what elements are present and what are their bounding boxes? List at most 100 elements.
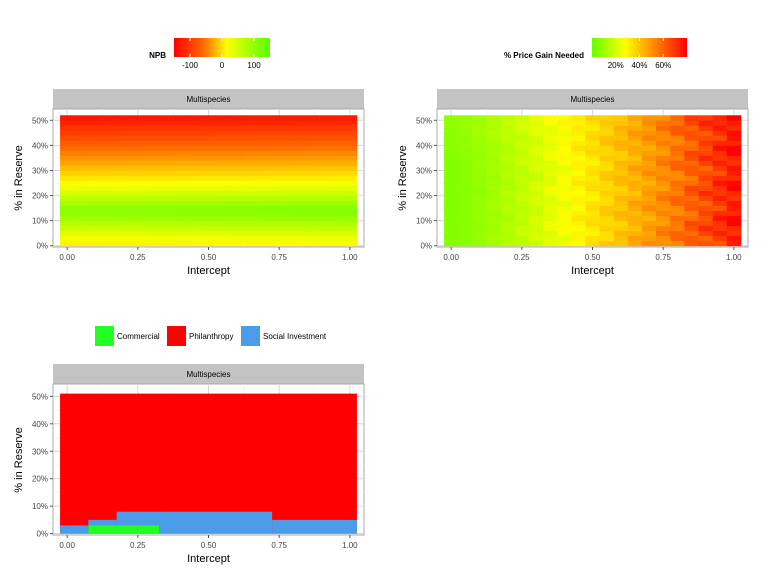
- heatmap-cell: [543, 215, 558, 222]
- heatmap-cell: [342, 145, 358, 151]
- y-tick-label: 50%: [32, 392, 48, 401]
- heatmap-cell: [229, 175, 245, 181]
- heatmap-cell: [641, 135, 657, 141]
- heatmap-cell: [599, 235, 615, 242]
- heatmap-cell: [670, 225, 685, 232]
- heatmap-cell: [571, 235, 586, 242]
- heatmap-cell: [486, 120, 502, 126]
- heatmap-cell: [528, 185, 544, 191]
- heatmap-cell: [557, 195, 572, 201]
- heatmap-cell: [102, 170, 118, 176]
- heatmap-cell: [656, 155, 671, 161]
- y-tick-label: 20%: [32, 192, 48, 201]
- heatmap-cell: [328, 225, 344, 232]
- heatmap-cell: [514, 160, 530, 166]
- heatmap-cell: [698, 170, 714, 176]
- heatmap-cell: [173, 190, 188, 196]
- heatmap-cell: [229, 165, 245, 171]
- heatmap-cell: [116, 170, 132, 176]
- heatmap-cell: [726, 115, 742, 121]
- heatmap-cell: [641, 165, 657, 171]
- heatmap-cell: [286, 205, 301, 212]
- heatmap-cell: [286, 180, 301, 186]
- heatmap-cell: [144, 145, 160, 151]
- heatmap-cell: [102, 150, 118, 156]
- heatmap-cell: [102, 120, 118, 126]
- heatmap-cell: [599, 170, 615, 176]
- heatmap-cell: [88, 240, 103, 247]
- heatmap-cell: [599, 115, 615, 121]
- heatmap-cell: [272, 195, 287, 201]
- heatmap-cell: [314, 140, 330, 146]
- heatmap-cell: [444, 155, 459, 161]
- heatmap-cell: [102, 165, 118, 171]
- heatmap-cell: [557, 175, 572, 181]
- heatmap-cell: [712, 240, 728, 247]
- heatmap-cell: [201, 195, 216, 201]
- heatmap-cell: [472, 220, 487, 227]
- heatmap-cell: [585, 220, 600, 227]
- heatmap-cell: [314, 185, 330, 191]
- heatmap-cell: [229, 200, 245, 206]
- heatmap-cell: [458, 180, 473, 186]
- heatmap-cell: [726, 190, 742, 196]
- heatmap-cell: [229, 205, 245, 212]
- heatmap-cell: [286, 185, 301, 191]
- heatmap-cell: [486, 165, 502, 171]
- heatmap-cell: [585, 160, 600, 166]
- heatmap-cell: [458, 130, 473, 136]
- heatmap-cell: [486, 180, 502, 186]
- heatmap-cell: [557, 170, 572, 176]
- heatmap-cell: [500, 195, 516, 201]
- heatmap-cell: [571, 185, 586, 191]
- heatmap-cell: [187, 125, 202, 131]
- heatmap-cell: [486, 155, 502, 161]
- heatmap-cell: [514, 150, 530, 156]
- heatmap-cell: [88, 215, 103, 222]
- heatmap-cell: [300, 195, 315, 201]
- heatmap-cell: [585, 130, 600, 136]
- heatmap-cell: [229, 160, 245, 166]
- heatmap-cell: [500, 165, 516, 171]
- heatmap-cell: [444, 150, 459, 156]
- heatmap-cell: [201, 140, 216, 146]
- heatmap-cell: [641, 125, 657, 131]
- heatmap-cell: [173, 240, 188, 247]
- heatmap-cell: [74, 230, 89, 237]
- heatmap-cell: [60, 150, 75, 156]
- pgn-strip: [437, 89, 748, 109]
- heatmap-cell: [528, 225, 544, 232]
- heatmap-cell: [670, 200, 685, 206]
- heatmap-cell: [712, 165, 728, 171]
- heatmap-cell: [670, 235, 685, 242]
- heatmap-cell: [243, 120, 259, 126]
- heatmap-cell: [684, 160, 699, 166]
- heatmap-cell: [500, 180, 516, 186]
- heatmap-cell: [613, 155, 629, 161]
- heatmap-cell: [88, 115, 103, 121]
- heatmap-cell: [500, 190, 516, 196]
- heatmap-cell: [444, 230, 459, 237]
- heatmap-cell: [215, 145, 231, 151]
- pgn-legend-ticks: 20% 40% 60%: [608, 38, 671, 70]
- heatmap-cell: [500, 135, 516, 141]
- heatmap-cell: [257, 235, 273, 242]
- heatmap-cell: [726, 215, 742, 222]
- heatmap-cell: [656, 165, 671, 171]
- heatmap-cell: [486, 200, 502, 206]
- heatmap-cell: [272, 150, 287, 156]
- heatmap-cell: [585, 145, 600, 151]
- heatmap-cell: [712, 225, 728, 232]
- heatmap-cell: [627, 225, 643, 232]
- heatmap-cell: [599, 180, 615, 186]
- heatmap-cell: [627, 200, 643, 206]
- x-tick-label: 0.50: [585, 253, 601, 262]
- heatmap-cell: [314, 180, 330, 186]
- heatmap-cell: [272, 155, 287, 161]
- heatmap-cell: [159, 155, 174, 161]
- heatmap-cell: [342, 135, 358, 141]
- heatmap-cell: [656, 185, 671, 191]
- heatmap-cell: [627, 180, 643, 186]
- heatmap-cell: [187, 170, 202, 176]
- heatmap-cell: [656, 225, 671, 232]
